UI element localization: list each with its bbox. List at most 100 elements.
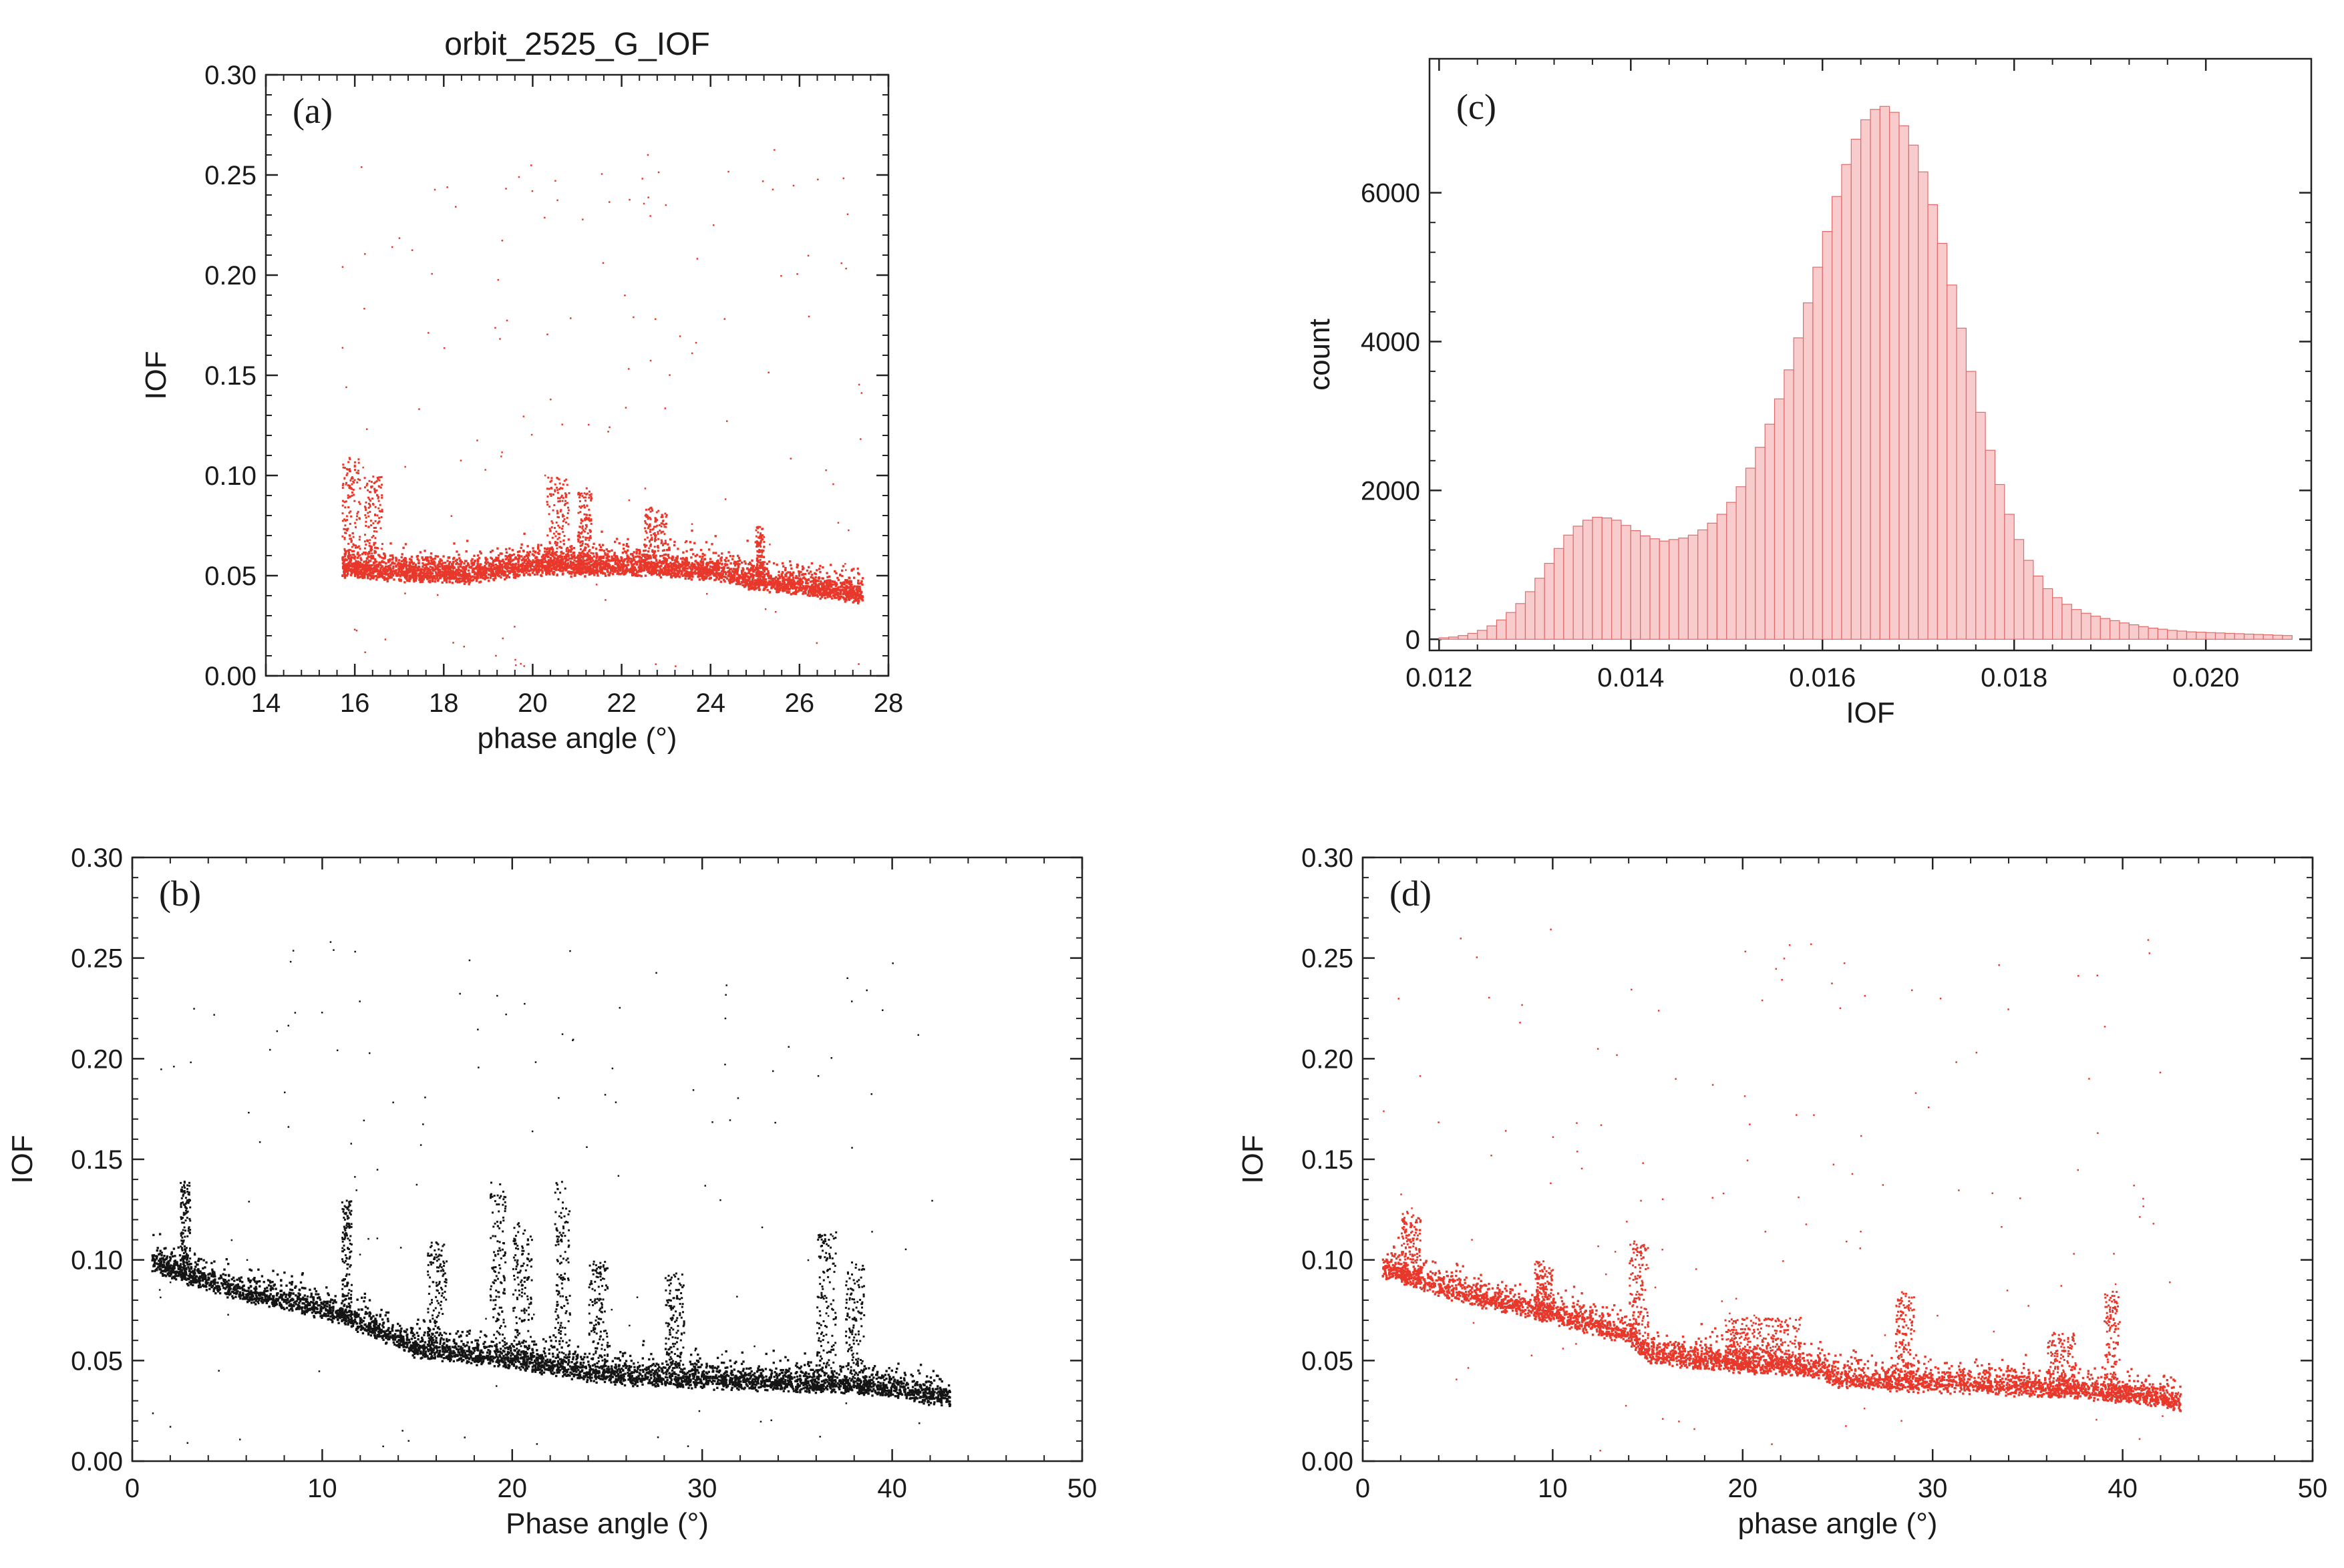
scatter-point <box>658 572 661 575</box>
scatter-point <box>371 552 373 555</box>
scatter-point <box>798 579 801 582</box>
scatter-point <box>383 578 386 581</box>
scatter-point <box>767 572 770 575</box>
scatter-point <box>400 560 403 563</box>
scatter-point <box>790 564 792 567</box>
scatter-point <box>454 576 458 578</box>
scatter-point <box>363 575 366 578</box>
scatter-point <box>363 506 366 508</box>
scatter-point <box>816 589 818 592</box>
scatter-point <box>376 514 379 517</box>
scatter-point <box>460 569 462 572</box>
scatter-point <box>857 572 860 574</box>
scatter-point <box>370 481 373 483</box>
scatter-point <box>727 560 730 562</box>
scatter-point <box>701 552 704 556</box>
scatter-point <box>709 560 711 564</box>
scatter-point <box>713 564 716 567</box>
scatter-point <box>627 549 629 552</box>
scatter-point <box>857 597 860 600</box>
scatter-point <box>523 568 526 571</box>
scatter-point <box>342 566 345 568</box>
scatter-point <box>436 579 440 582</box>
scatter-point <box>344 552 347 554</box>
scatter-point <box>852 592 855 595</box>
scatter-point <box>369 500 372 502</box>
scatter-point <box>448 556 450 559</box>
scatter-point <box>846 594 848 597</box>
scatter-point <box>343 570 345 574</box>
scatter-point <box>608 574 611 577</box>
scatter-point <box>684 567 687 570</box>
scatter-point <box>560 509 562 512</box>
scatter-point <box>518 556 520 559</box>
scatter-point <box>789 572 792 576</box>
scatter-point <box>784 574 787 577</box>
scatter-point <box>714 578 717 581</box>
scatter-point <box>570 571 573 574</box>
scatter-point <box>454 572 457 575</box>
scatter-point <box>478 567 481 570</box>
scatter-point <box>554 567 556 570</box>
scatter-point <box>689 568 693 570</box>
scatter-point <box>821 577 824 580</box>
scatter-point <box>654 570 657 572</box>
scatter-point <box>506 568 508 570</box>
scatter-point <box>631 560 634 562</box>
scatter-point <box>792 578 795 582</box>
scatter-point <box>387 578 389 580</box>
scatter-point <box>552 562 555 565</box>
scatter-point <box>744 562 747 565</box>
scatter-point <box>400 568 403 570</box>
scatter-point <box>434 555 437 558</box>
scatter-point <box>820 594 823 596</box>
scatter-point <box>738 563 741 566</box>
scatter-point <box>550 520 553 523</box>
scatter-point <box>674 565 677 568</box>
scatter-point <box>826 572 828 574</box>
scatter-point <box>762 588 765 591</box>
scatter-point <box>592 552 595 555</box>
scatter-point <box>698 578 701 581</box>
scatter-point <box>347 553 350 556</box>
scatter-point <box>488 568 491 571</box>
scatter-point <box>629 569 631 572</box>
scatter-point <box>495 556 498 559</box>
scatter-point <box>373 487 376 490</box>
scatter-point <box>353 544 355 547</box>
scatter-point <box>491 550 494 552</box>
scatter-point <box>350 540 353 543</box>
scatter-point <box>714 535 717 538</box>
scatter-point <box>715 569 718 572</box>
scatter-point <box>834 570 836 573</box>
scatter-point <box>352 536 355 538</box>
scatter-point <box>713 574 715 577</box>
scatter-point <box>479 550 482 553</box>
scatter-point <box>365 551 367 554</box>
scatter-point <box>741 561 743 564</box>
scatter-point <box>848 598 850 601</box>
scatter-point <box>723 580 726 583</box>
scatter-point <box>532 550 535 552</box>
scatter-point <box>363 540 366 543</box>
scatter-point <box>443 579 446 582</box>
scatter-point <box>562 552 565 555</box>
scatter-point <box>801 565 804 568</box>
scatter-point <box>621 563 623 566</box>
scatter-point <box>782 583 786 586</box>
scatter-point <box>603 565 605 568</box>
scatter-point <box>372 570 375 572</box>
scatter-point <box>544 550 546 553</box>
scatter-point <box>546 569 548 572</box>
scatter-point <box>601 562 605 566</box>
scatter-point <box>359 557 362 560</box>
scatter-point <box>359 518 361 520</box>
scatter-point <box>661 570 664 572</box>
x-tick-label-a: 14 <box>251 689 281 718</box>
scatter-point <box>546 563 549 566</box>
scatter-point <box>651 536 653 539</box>
scatter-point <box>664 540 667 542</box>
scatter-point <box>567 565 569 568</box>
scatter-point <box>735 582 738 586</box>
scatter-point <box>576 572 580 574</box>
